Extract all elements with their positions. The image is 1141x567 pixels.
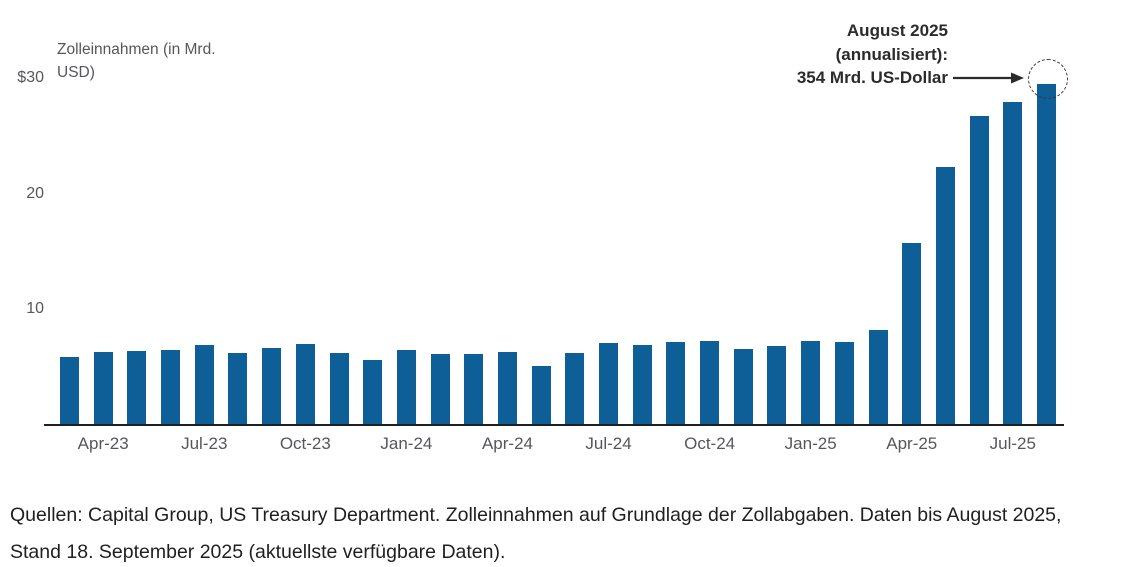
y-tick-20: 20	[26, 184, 44, 202]
annotation-line3: 354 Mrd. US-Dollar	[796, 68, 948, 87]
bar-Nov-24	[733, 348, 753, 425]
bar-Mar-24	[464, 354, 484, 425]
bar-Jul-24	[599, 342, 619, 425]
bar-Sep-24	[666, 341, 686, 425]
annotation-arrow-icon	[953, 72, 1024, 84]
x-axis-line	[44, 424, 1064, 426]
bar-Feb-25	[834, 341, 854, 425]
x-tick-Apr-24: Apr-24	[481, 434, 533, 453]
source-note: Quellen: Capital Group, US Treasury Depa…	[10, 504, 1062, 563]
y-axis-title: Zolleinnahmen (in Mrd. USD)	[57, 38, 272, 84]
x-tick-Jan-24: Jan-24	[380, 434, 433, 453]
bar-Jun-24	[565, 353, 585, 425]
x-tick-Jul-24: Jul-24	[585, 434, 632, 453]
annotation-line2: (annualisiert):	[835, 44, 948, 64]
bar-Dec-24	[767, 346, 787, 425]
x-tick-Jul-23: Jul-23	[181, 434, 228, 453]
bar-Apr-25	[902, 243, 922, 425]
highlight-dashed-circle	[1027, 58, 1068, 99]
bar-Aug-23	[228, 353, 248, 425]
x-tick-Oct-24: Oct-24	[684, 434, 736, 453]
bar-Jun-23	[161, 349, 181, 425]
bar-Oct-24	[700, 340, 720, 425]
bar-Oct-23	[295, 344, 315, 425]
bar-Dec-23	[363, 360, 383, 425]
bar-Feb-24	[430, 354, 450, 425]
x-tick-Jul-25: Jul-25	[989, 434, 1036, 453]
bar-Aug-24	[632, 345, 652, 425]
bar-May-24	[531, 366, 551, 425]
y-axis-title-line1: Zolleinnahmen (in Mrd.	[57, 41, 216, 58]
bar-Nov-23	[329, 353, 349, 425]
bar-Apr-23	[93, 352, 113, 425]
bar-Jan-24	[396, 349, 416, 425]
bar-Sep-23	[262, 347, 282, 425]
bar-Aug-25	[1037, 83, 1056, 425]
bar-Mar-25	[868, 330, 888, 425]
y-axis-title-line2: USD)	[57, 64, 95, 81]
bar-Jun-25	[969, 116, 989, 425]
y-tick-30: $30	[17, 69, 44, 86]
bar-May-25	[935, 167, 955, 425]
bar-May-23	[127, 350, 147, 425]
x-tick-Oct-23: Oct-23	[279, 434, 331, 453]
bar-Jul-23	[194, 345, 214, 425]
bar-Mar-23	[60, 356, 79, 425]
y-tick-10: 10	[26, 300, 44, 318]
bar-Jan-25	[801, 340, 821, 425]
x-tick-Jan-25: Jan-25	[784, 434, 837, 453]
x-tick-Apr-23: Apr-23	[77, 434, 129, 453]
annotation-line1: August 2025	[846, 21, 948, 40]
x-tick-Apr-25: Apr-25	[886, 434, 938, 453]
bar-Apr-24	[497, 352, 517, 425]
bar-Jul-25	[1003, 102, 1023, 425]
annotation-august-2025: August 2025 (annualisiert): 354 Mrd. US-…	[797, 19, 948, 90]
